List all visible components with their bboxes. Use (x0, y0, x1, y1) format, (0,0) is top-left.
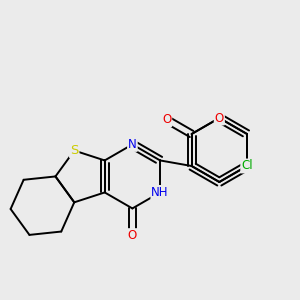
Text: NH: NH (152, 186, 169, 199)
Text: O: O (215, 112, 224, 124)
Text: O: O (128, 229, 137, 242)
Text: Cl: Cl (241, 160, 253, 172)
Text: N: N (128, 138, 137, 151)
Text: O: O (162, 113, 171, 126)
Text: S: S (70, 144, 78, 157)
